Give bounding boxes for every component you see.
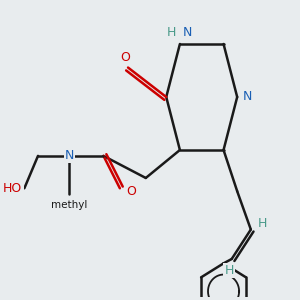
Text: O: O xyxy=(126,185,136,198)
Text: H: H xyxy=(224,264,234,277)
Text: HO: HO xyxy=(2,182,22,195)
Text: H: H xyxy=(258,217,267,230)
Text: N: N xyxy=(65,149,74,162)
Text: H: H xyxy=(167,26,176,39)
Text: O: O xyxy=(120,51,130,64)
Text: N: N xyxy=(183,26,192,39)
Text: N: N xyxy=(243,91,252,103)
Text: methyl: methyl xyxy=(51,200,88,210)
